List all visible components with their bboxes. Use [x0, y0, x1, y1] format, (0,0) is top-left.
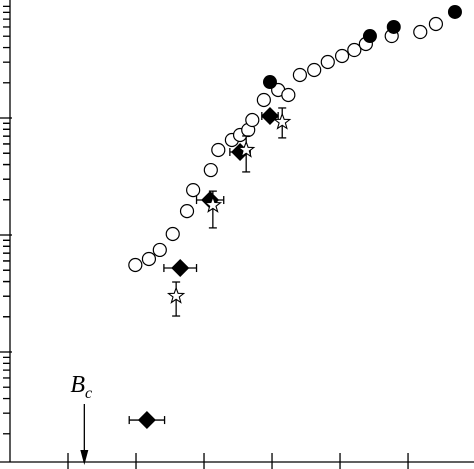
point [347, 42, 362, 58]
point [179, 204, 195, 219]
point [203, 162, 218, 178]
point [428, 16, 444, 32]
point [166, 286, 186, 304]
annotation-label: B [70, 372, 85, 398]
point [128, 257, 143, 273]
point [362, 29, 377, 44]
annotation: Bc [70, 372, 92, 402]
point [447, 4, 462, 19]
point [152, 242, 167, 258]
point [237, 140, 256, 158]
point [137, 411, 156, 430]
point [320, 54, 335, 70]
point [260, 107, 279, 126]
point [211, 142, 226, 158]
point [281, 87, 296, 103]
point [141, 251, 157, 267]
arrow-head [80, 450, 89, 465]
point [171, 259, 190, 278]
point [256, 92, 271, 108]
annotation-subscript: c [85, 385, 92, 402]
point [165, 226, 180, 242]
point [307, 62, 322, 78]
point [413, 24, 428, 40]
point [334, 48, 350, 64]
point [245, 112, 260, 128]
point [203, 195, 223, 213]
point [186, 182, 201, 198]
point [262, 75, 277, 90]
point [273, 112, 292, 130]
point [292, 67, 308, 83]
point [386, 19, 401, 34]
